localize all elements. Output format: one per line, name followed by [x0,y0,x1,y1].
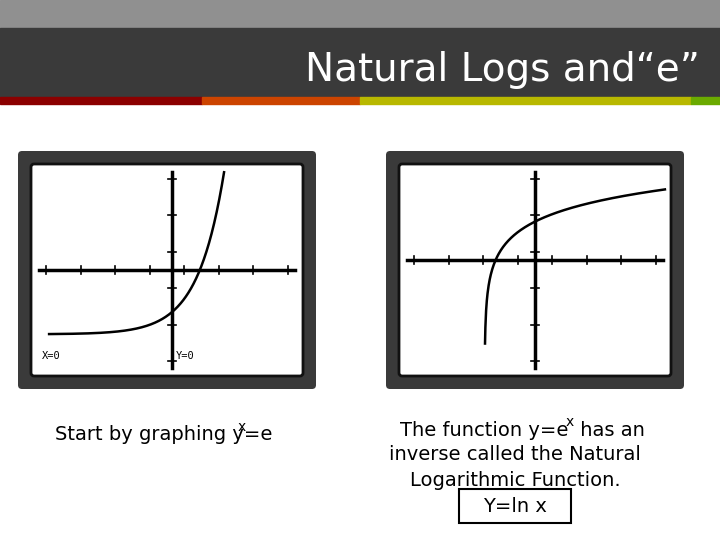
Bar [0,28,720,100]
FancyBboxPatch shape [31,164,303,376]
Text: has an: has an [574,421,645,440]
Text: Y=0: Y=0 [176,351,195,361]
FancyBboxPatch shape [386,151,684,389]
Bar [0,97,202,104]
Text: The function y=e: The function y=e [400,421,568,440]
FancyBboxPatch shape [459,489,571,523]
Bar [360,97,691,104]
Bar [202,97,360,104]
Text: x: x [566,415,575,429]
FancyBboxPatch shape [18,151,316,389]
Bar [0,100,720,540]
Bar [691,97,720,104]
Text: Y=ln x: Y=ln x [483,496,547,516]
Text: x: x [238,420,246,434]
Text: Start by graphing y=e: Start by graphing y=e [55,426,272,444]
Bar [0,0,720,30]
Text: X=0: X=0 [42,351,60,361]
Text: Natural Logs and“e”: Natural Logs and“e” [305,51,700,89]
Text: Logarithmic Function.: Logarithmic Function. [410,470,621,489]
FancyBboxPatch shape [399,164,671,376]
Text: inverse called the Natural: inverse called the Natural [389,446,641,464]
